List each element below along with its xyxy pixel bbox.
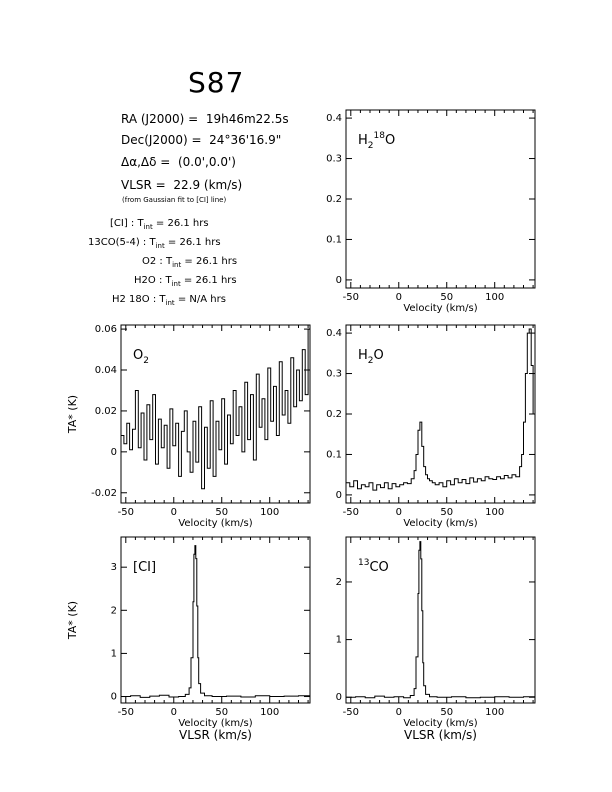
- y-tick-label: 3: [111, 562, 117, 573]
- y-tick-label: 0.4: [326, 113, 342, 124]
- y-tick-label: 0: [111, 692, 117, 703]
- y-tick-label: 0.2: [326, 409, 342, 420]
- x-axis-label-vlsr: VLSR (km/s): [179, 728, 252, 742]
- ra-line: RA (J2000) = 19h46m22.5s: [121, 112, 289, 126]
- x-axis-label-vlsr: VLSR (km/s): [404, 728, 477, 742]
- integration-line: H2 18O: [112, 294, 150, 305]
- line-label: O2: [133, 348, 149, 366]
- dec-label: Dec(J2000): [121, 133, 188, 147]
- x-axis-label: Velocity (km/s): [403, 718, 477, 729]
- line-label: 13CO: [358, 558, 389, 575]
- ra-value: 19h46m22.5s: [205, 112, 289, 126]
- y-tick-label: -0.02: [91, 488, 117, 499]
- x-tick-label: 50: [215, 507, 228, 518]
- x-axis-label: Velocity (km/s): [178, 518, 252, 529]
- vlsr-value: 22.9 (km/s): [173, 178, 243, 192]
- integration-row: 13CO(5-4) : Tint = 26.1 hrs: [88, 237, 221, 250]
- plot-frame: [120, 536, 311, 704]
- x-tick-label: 50: [215, 707, 228, 718]
- y-tick-label: 2: [111, 605, 117, 616]
- plot-frame: [345, 536, 536, 704]
- vlsr-line: VLSR = 22.9 (km/s): [121, 178, 243, 192]
- line-label: H2O: [358, 348, 384, 366]
- offset-label: Δα,Δδ: [121, 155, 157, 169]
- y-tick-label: 1: [111, 648, 117, 659]
- integration-time: N/A hrs: [189, 294, 226, 305]
- integration-line: H2O: [134, 275, 156, 286]
- x-tick-label: 100: [485, 707, 504, 718]
- x-axis-label: Velocity (km/s): [403, 518, 477, 529]
- y-tick-label: 1: [336, 635, 342, 646]
- y-tick-label: 0: [111, 447, 117, 458]
- dec-value: 24°36'16.9": [209, 133, 282, 147]
- x-axis-label: Velocity (km/s): [403, 303, 477, 314]
- x-tick-label: -50: [343, 292, 359, 303]
- x-axis-label: Velocity (km/s): [178, 718, 252, 729]
- vlsr-label: VLSR: [121, 178, 152, 192]
- offset-line: Δα,Δδ = (0.0',0.0'): [121, 155, 236, 169]
- y-tick-label: 0.1: [326, 234, 342, 245]
- y-tick-label: 0.3: [326, 154, 342, 165]
- x-tick-label: -50: [343, 507, 359, 518]
- y-tick-label: 0.06: [95, 324, 117, 335]
- y-axis-label: TA* (K): [66, 601, 79, 640]
- y-tick-label: 0.3: [326, 369, 342, 380]
- integration-row: O2 : Tint = 26.1 hrs: [142, 256, 238, 269]
- integration-line: 13CO(5-4): [88, 237, 140, 248]
- integration-row: H2O : Tint = 26.1 hrs: [134, 275, 237, 288]
- y-tick-label: 0.02: [95, 406, 117, 417]
- x-tick-label: 0: [396, 707, 402, 718]
- x-tick-label: 100: [260, 707, 279, 718]
- y-tick-label: 0.04: [95, 365, 117, 376]
- integration-row: H2 18O : Tint = N/A hrs: [112, 294, 226, 307]
- integration-line: [CI]: [110, 218, 128, 229]
- integration-time: 26.1 hrs: [167, 218, 209, 229]
- offset-value: (0.0',0.0'): [177, 155, 236, 169]
- spectrum-line: [121, 328, 311, 490]
- integration-time: 26.1 hrs: [195, 275, 237, 286]
- x-tick-label: 100: [485, 507, 504, 518]
- x-tick-label: 100: [485, 292, 504, 303]
- ra-label: RA (J2000): [121, 112, 185, 126]
- x-tick-label: 0: [171, 707, 177, 718]
- integration-time: 26.1 hrs: [195, 256, 238, 267]
- integration-time: 26.1 hrs: [179, 237, 221, 248]
- y-axis-label: TA* (K): [66, 395, 79, 434]
- plot-frame: [120, 324, 311, 504]
- x-tick-label: 50: [440, 292, 453, 303]
- x-tick-label: 50: [440, 507, 453, 518]
- x-tick-label: 0: [171, 507, 177, 518]
- y-tick-label: 0.1: [326, 449, 342, 460]
- line-label: [CI]: [133, 560, 156, 575]
- integration-line: O2: [142, 256, 157, 267]
- integration-row: [CI] : Tint = 26.1 hrs: [110, 218, 209, 231]
- y-tick-label: 2: [336, 577, 342, 588]
- dec-line: Dec(J2000) = 24°36'16.9": [121, 133, 282, 147]
- x-tick-label: 100: [260, 507, 279, 518]
- line-label: H218O: [358, 131, 395, 151]
- x-tick-label: 50: [440, 707, 453, 718]
- x-tick-label: -50: [118, 707, 134, 718]
- y-tick-label: 0: [336, 275, 342, 286]
- x-tick-label: 0: [396, 507, 402, 518]
- x-tick-label: 0: [396, 292, 402, 303]
- vlsr-note: (from Gaussian fit to [CI] line): [122, 196, 227, 204]
- y-tick-label: 0.2: [326, 194, 342, 205]
- x-tick-label: -50: [343, 707, 359, 718]
- y-tick-label: 0: [336, 490, 342, 501]
- y-tick-label: 0: [336, 692, 342, 703]
- spectrum-line: [346, 328, 536, 491]
- spectrum-line: [346, 541, 536, 699]
- source-name: S87: [188, 66, 245, 99]
- y-tick-label: 0.4: [326, 328, 342, 339]
- x-tick-label: -50: [118, 507, 134, 518]
- spectrum-line: [121, 545, 311, 698]
